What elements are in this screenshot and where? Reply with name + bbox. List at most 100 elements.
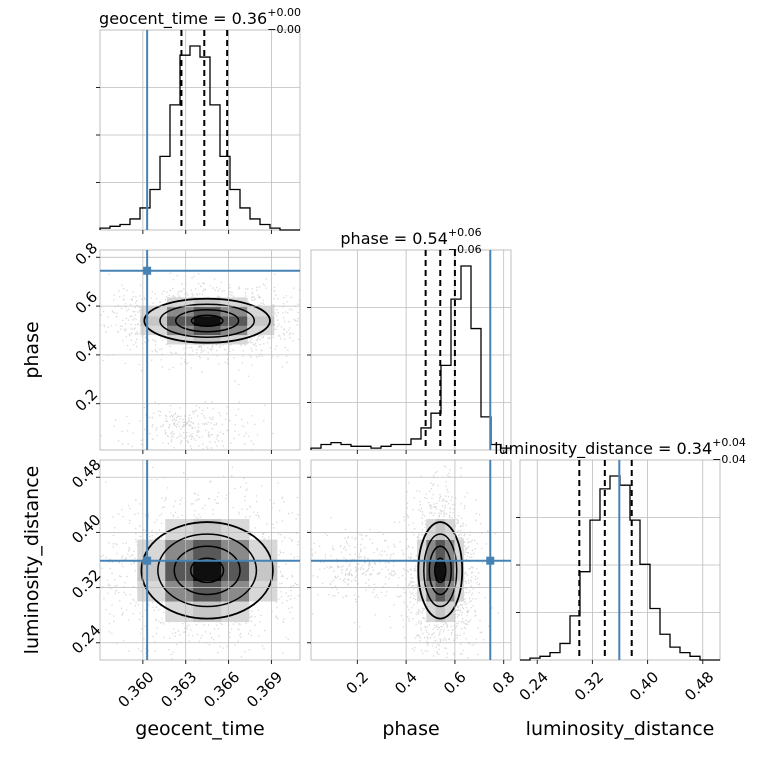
density-cell: [167, 316, 195, 326]
title-lower-geocent_time: −0.00: [267, 23, 301, 36]
density-cell: [426, 580, 437, 602]
density-cell: [220, 297, 248, 308]
density-cell: [416, 560, 427, 582]
density-cell: [193, 297, 221, 308]
contour-level-3: [140, 521, 274, 620]
density-cell: [435, 580, 446, 602]
density-cell: [416, 539, 427, 561]
density-cell: [444, 539, 455, 561]
ytick-label-phase: 0.8: [72, 239, 102, 269]
hist-axes-geocent_time: [99, 29, 301, 231]
xtick-label-luminosity_distance: 0.32: [571, 668, 607, 704]
contour-level-2: [159, 303, 256, 338]
title-phase: phase = 0.54+0.06: [340, 226, 481, 248]
ytick-label-luminosity_distance: 0.40: [68, 511, 104, 547]
contour-level-3: [417, 521, 464, 620]
ytick-label-luminosity_distance: 0.24: [68, 621, 104, 657]
xtick-label-luminosity_distance: 0.40: [626, 668, 662, 704]
xtick-label-phase: 0.4: [391, 668, 421, 698]
ytick-label-phase: 0.4: [72, 337, 102, 367]
xtick-label-phase: 0.2: [342, 668, 372, 698]
density-cell: [193, 580, 222, 602]
density-cell: [426, 519, 437, 540]
density-cell: [426, 539, 437, 561]
ytick-label-phase: 0.6: [72, 288, 102, 318]
density-cell: [444, 519, 455, 540]
density-cell: [416, 580, 427, 602]
density-cell: [193, 316, 221, 326]
hist-panel-luminosity_distance: luminosity_distance = 0.34+0.04−0.04: [494, 436, 746, 664]
panel-phase-vs-luminosity_distance: [307, 459, 512, 664]
density-cell: [247, 306, 275, 317]
title-main-luminosity_distance: luminosity_distance = 0.34: [494, 439, 712, 459]
density-cell: [167, 334, 195, 345]
axes-geocent_time-phase: [99, 249, 301, 451]
density-cell: [220, 325, 248, 336]
title-main-geocent_time: geocent_time = 0.36: [99, 9, 267, 29]
density-cell: [193, 325, 221, 336]
density-cell: [435, 560, 446, 582]
density-cell: [167, 325, 195, 336]
title-lower-luminosity_distance: −0.04: [712, 453, 746, 466]
contour-level-2: [423, 533, 458, 608]
histogram-geocent_time: [99, 45, 300, 231]
hist-panel-geocent_time: geocent_time = 0.36+0.00−0.00: [96, 6, 301, 234]
xtick-label-phase: 0.8: [489, 668, 519, 698]
xtick-label-luminosity_distance: 0.48: [681, 668, 717, 704]
contour-level-1: [173, 545, 241, 596]
density-cell: [193, 539, 222, 561]
xtick-label-luminosity_distance: 0.24: [516, 668, 552, 704]
contour-level-2: [157, 533, 258, 608]
contour-level-0: [189, 557, 225, 584]
title-luminosity_distance: luminosity_distance = 0.34+0.04: [494, 436, 746, 459]
contour-level-1: [428, 545, 452, 596]
panel-geocent_time-vs-luminosity_distance: [96, 459, 301, 664]
density-cell: [167, 297, 195, 308]
title-main-phase: phase = 0.54: [340, 229, 447, 248]
xtick-label-phase: 0.6: [440, 668, 470, 698]
xaxis-label-luminosity_distance: luminosity_distance: [526, 718, 715, 740]
density-cell: [435, 519, 446, 540]
truth-marker: [143, 266, 152, 275]
contour-level-0: [190, 314, 224, 327]
ytick-label-luminosity_distance: 0.48: [68, 456, 104, 492]
truth-marker: [486, 556, 495, 565]
panel-geocent_time-vs-phase: [96, 249, 301, 454]
density-cell: [444, 580, 455, 602]
density-cell: [140, 306, 168, 317]
ytick-label-phase: 0.2: [72, 385, 102, 415]
density-cell: [426, 560, 437, 582]
contour-level-1: [174, 309, 240, 333]
xaxis-label-geocent_time: geocent_time: [135, 718, 264, 740]
title-lower-phase: −0.06: [448, 243, 482, 256]
panel-content: [100, 250, 300, 450]
density-cell: [444, 560, 455, 582]
xtick-label-geocent_time: 0.363: [157, 668, 200, 711]
density-cell: [140, 316, 168, 326]
title-geocent_time: geocent_time = 0.36+0.00: [99, 6, 301, 29]
hist-axes-phase: [310, 249, 512, 451]
density-cell: [165, 560, 194, 582]
density-cell: [247, 325, 275, 336]
xtick-label-geocent_time: 0.369: [243, 668, 286, 711]
density-cell: [454, 560, 464, 582]
contour-level-0: [434, 557, 447, 584]
panel-content: [311, 460, 511, 660]
density-cell: [435, 601, 446, 623]
density-cell: [140, 325, 168, 336]
xtick-label-geocent_time: 0.360: [115, 668, 158, 711]
contour-level-3: [143, 297, 271, 344]
density-cell: [220, 316, 248, 326]
density-cell: [220, 306, 248, 317]
panel-content: [100, 460, 300, 660]
density-cell: [454, 539, 464, 561]
density-cell: [444, 601, 455, 623]
density-cell: [426, 601, 437, 623]
title-upper-luminosity_distance: +0.04: [712, 436, 746, 449]
density-cell: [454, 580, 464, 602]
density-cell: [221, 560, 250, 582]
density-cell: [167, 306, 195, 317]
density-cell: [220, 334, 248, 345]
density-cell: [247, 316, 275, 326]
